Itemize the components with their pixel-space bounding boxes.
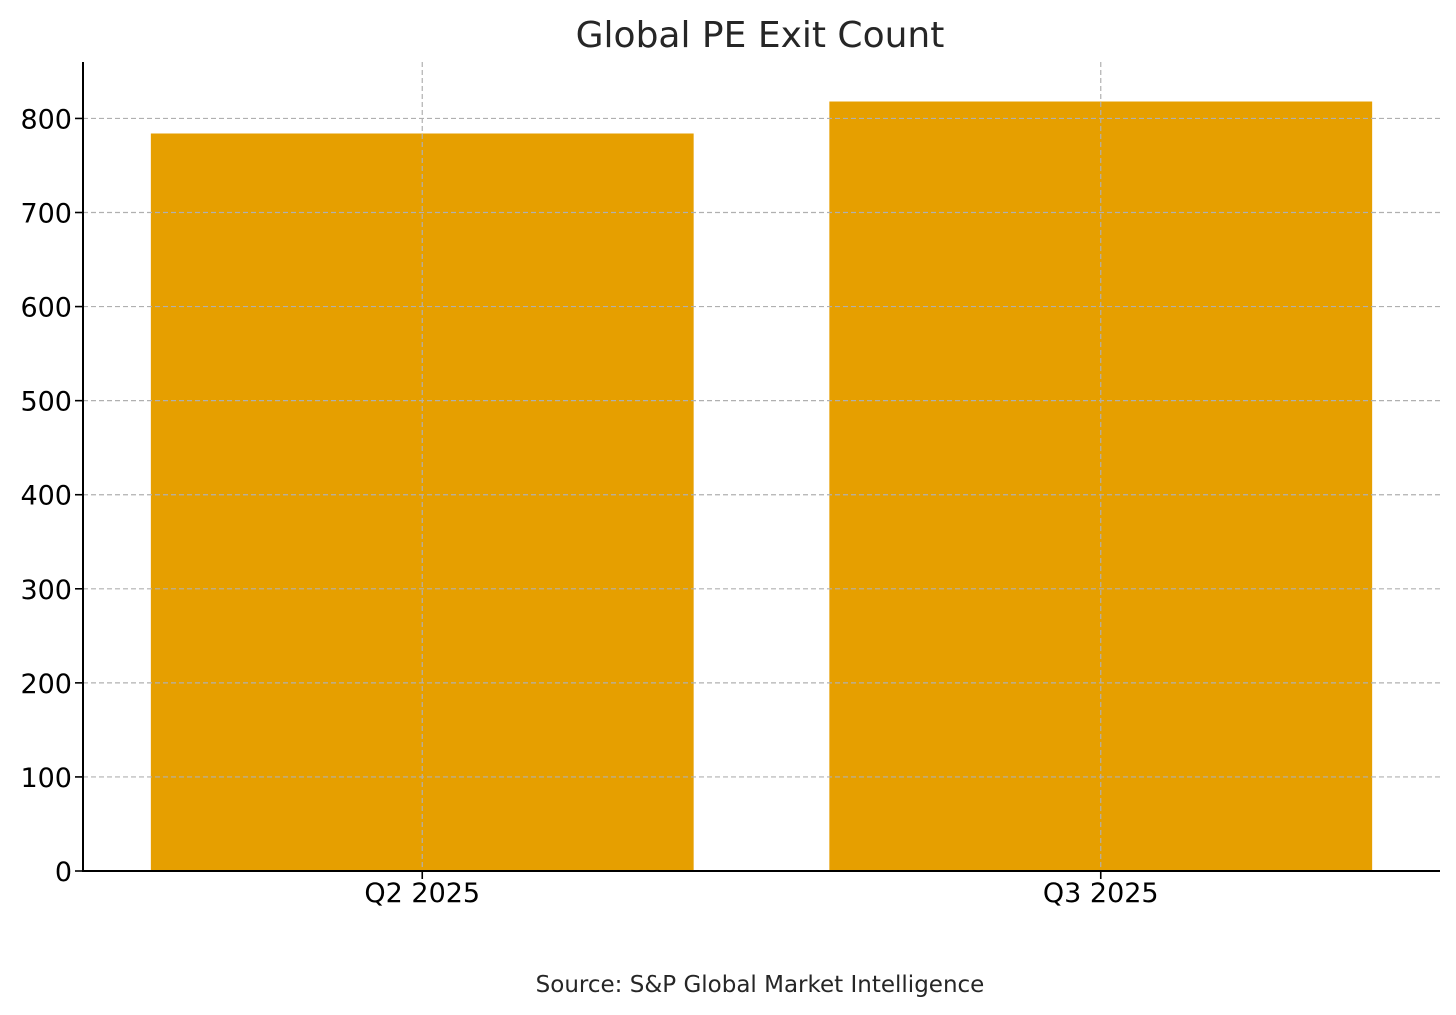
- y-tick-label: 300: [20, 575, 72, 606]
- y-tick-label: 100: [20, 763, 72, 794]
- y-tick-label: 800: [20, 104, 72, 135]
- y-tick-label: 700: [20, 199, 72, 230]
- grid-layer: [83, 62, 1440, 871]
- chart-title: Global PE Exit Count: [576, 15, 945, 56]
- y-tick-label: 600: [20, 293, 72, 324]
- x-tick-label: Q2 2025: [364, 878, 480, 909]
- y-tick-label: 500: [20, 387, 72, 418]
- bar-layer: [150, 101, 1373, 872]
- y-tick-label: 0: [55, 857, 72, 888]
- y-tick-label: 400: [20, 481, 72, 512]
- source-note: Source: S&P Global Market Intelligence: [536, 972, 985, 998]
- x-tick-label: Q3 2025: [1043, 878, 1159, 909]
- axis-layer: [82, 62, 1440, 872]
- tick-layer: 0 100 200 300 400 500 600 700 800 Q2 2025 Q3 2025: [20, 104, 1158, 909]
- y-tick-label: 200: [20, 669, 72, 700]
